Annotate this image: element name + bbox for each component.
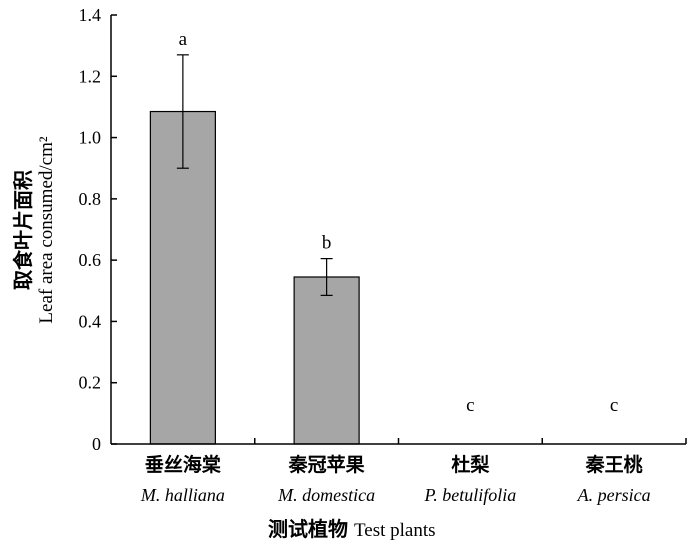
y-tick-label: 0.2 bbox=[79, 373, 102, 393]
significance-label: a bbox=[179, 29, 188, 50]
significance-label: b bbox=[322, 233, 332, 254]
y-tick-label: 1.4 bbox=[79, 5, 102, 25]
bar bbox=[293, 276, 360, 445]
category-label-en: A. persica bbox=[577, 485, 651, 505]
x-ticks: 垂丝海棠 M. halliana 秦冠苹果 M. domestica 杜梨 P. betu… bbox=[140, 438, 687, 505]
category-label-cn: 杜梨 bbox=[451, 453, 490, 476]
y-tick-label: 0.8 bbox=[79, 189, 102, 209]
y-axis-title-en: Leaf area consumed/cm² bbox=[36, 136, 57, 323]
category-label-cn: 垂丝海棠 bbox=[145, 453, 222, 476]
y-tick-label: 0 bbox=[92, 434, 101, 454]
x-axis-title: 测试植物 Test plants bbox=[268, 517, 436, 541]
significance-label: c bbox=[610, 395, 618, 416]
category-label-en: M. halliana bbox=[140, 485, 225, 505]
y-tick-label: 1.0 bbox=[79, 128, 102, 148]
error-bars bbox=[176, 54, 333, 296]
category-label-cn: 秦冠苹果 bbox=[288, 453, 365, 476]
y-tick-label: 1.2 bbox=[79, 66, 102, 86]
y-tick-label: 0.6 bbox=[79, 250, 102, 270]
y-axis-title: 取食叶片面积 Leaf area consumed/cm² bbox=[11, 136, 57, 323]
y-axis-title-cn: 取食叶片面积 bbox=[11, 170, 35, 290]
category-label-en: P. betulifolia bbox=[424, 485, 517, 505]
category-label-en: M. domestica bbox=[277, 485, 375, 505]
category-label-cn: 秦王桃 bbox=[585, 453, 643, 476]
x-axis-title-cn: 测试植物 bbox=[268, 517, 348, 541]
x-axis-title-en: Test plants bbox=[354, 520, 436, 541]
bars bbox=[149, 110, 360, 445]
y-tick-label: 0.4 bbox=[79, 311, 102, 331]
y-ticks: 0 0.2 0.4 0.6 0.8 1.0 1.2 1.4 bbox=[79, 5, 117, 454]
significance-labels: a b c c bbox=[179, 29, 619, 416]
significance-label: c bbox=[466, 395, 474, 416]
